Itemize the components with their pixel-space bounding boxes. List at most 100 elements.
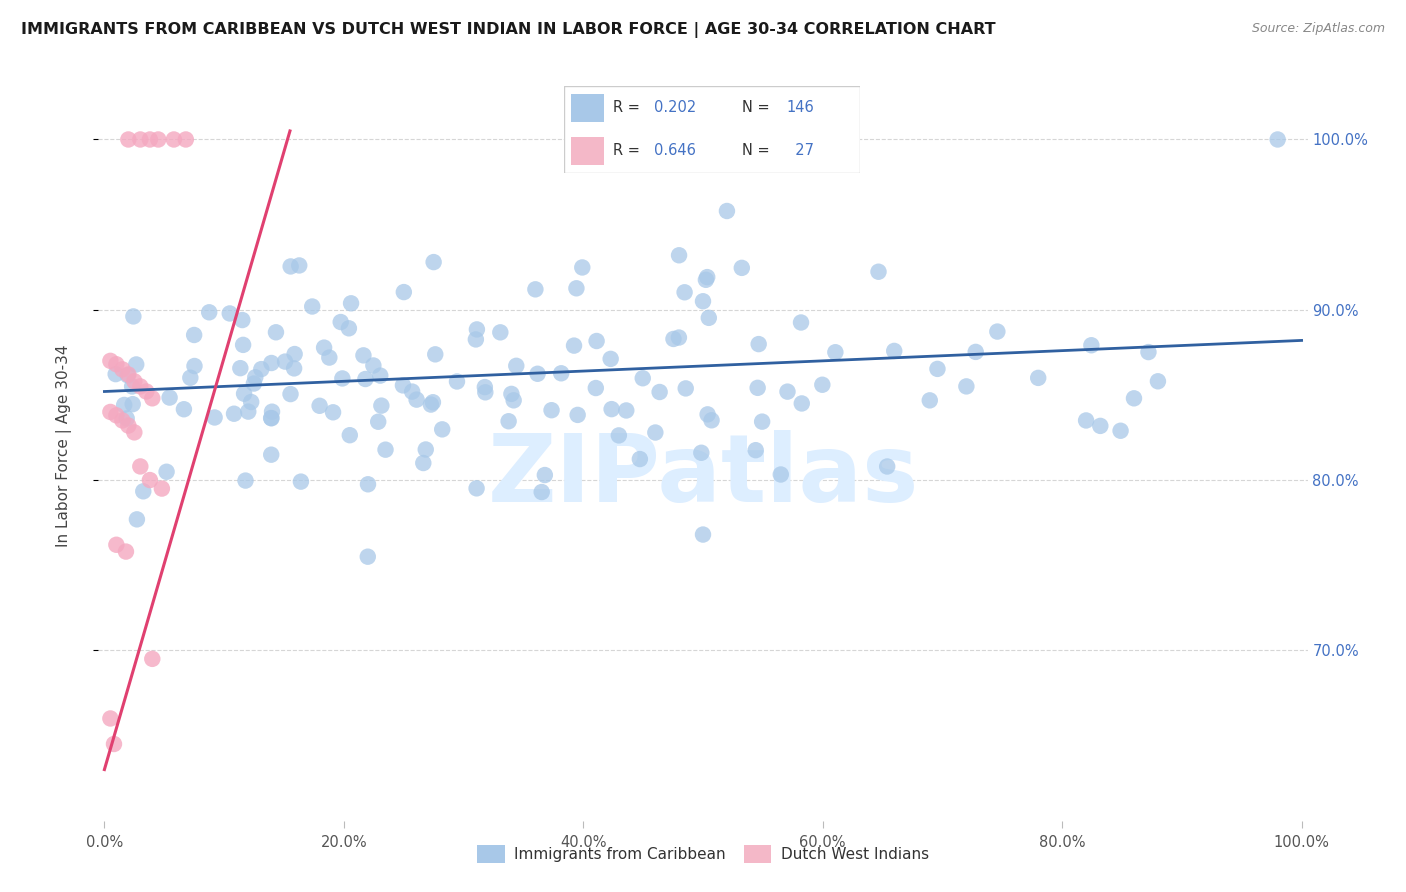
Point [112, 398, 135, 412]
Point [322, 405, 344, 419]
Point [607, 428, 630, 442]
Text: IMMIGRANTS FROM CARIBBEAN VS DUTCH WEST INDIAN IN LABOR FORCE | AGE 30-34 CORREL: IMMIGRANTS FROM CARIBBEAN VS DUTCH WEST … [21, 22, 995, 38]
Point [876, 459, 898, 474]
Point [117, 132, 139, 146]
Point [111, 362, 134, 376]
Point [524, 282, 547, 296]
Point [530, 485, 553, 500]
Point [567, 408, 589, 422]
Point [534, 468, 557, 483]
Point [103, 737, 125, 751]
Point [425, 347, 447, 361]
Point [1074, 413, 1097, 427]
Point [179, 370, 201, 384]
Point [498, 414, 520, 428]
Point [111, 413, 134, 427]
Point [811, 377, 834, 392]
Point [464, 333, 486, 347]
Point [340, 296, 363, 310]
Point [790, 396, 813, 410]
Point [117, 368, 139, 383]
Point [628, 452, 651, 467]
Point [283, 361, 305, 376]
Point [260, 411, 283, 425]
Point [332, 371, 354, 385]
Point [415, 442, 437, 457]
Point [235, 474, 257, 488]
Point [868, 265, 890, 279]
Point [748, 337, 770, 351]
Point [150, 482, 173, 496]
Point [422, 255, 444, 269]
Point [367, 415, 389, 429]
Point [218, 306, 240, 320]
Point [599, 351, 621, 366]
Point [432, 422, 454, 436]
Point [927, 362, 949, 376]
Point [662, 332, 685, 346]
Point [250, 362, 273, 376]
Point [700, 413, 723, 427]
Point [155, 465, 177, 479]
Point [204, 410, 226, 425]
Point [690, 446, 713, 460]
Point [288, 259, 311, 273]
Point [1080, 338, 1102, 352]
Point [129, 459, 152, 474]
Point [769, 467, 792, 482]
Point [790, 316, 813, 330]
Point [245, 370, 267, 384]
Point [405, 392, 427, 407]
Point [260, 356, 283, 370]
Point [139, 132, 162, 146]
Point [232, 338, 254, 352]
Point [370, 399, 392, 413]
Point [1109, 424, 1132, 438]
Point [280, 260, 302, 274]
Point [183, 328, 205, 343]
Point [502, 393, 524, 408]
Point [260, 405, 283, 419]
Point [174, 132, 197, 146]
Point [824, 345, 846, 359]
Point [274, 354, 297, 368]
Point [163, 132, 186, 146]
Point [562, 338, 585, 352]
Point [744, 443, 766, 458]
Point [1123, 392, 1146, 406]
Point [668, 248, 690, 262]
Point [550, 366, 572, 380]
Point [401, 384, 423, 399]
Point [121, 379, 143, 393]
Point [125, 512, 148, 526]
Point [776, 384, 799, 399]
Point [105, 409, 128, 423]
Point [644, 425, 666, 440]
Point [716, 204, 738, 219]
Point [132, 484, 155, 499]
Point [697, 310, 720, 325]
Legend: Immigrants from Caribbean, Dutch West Indians: Immigrants from Caribbean, Dutch West In… [471, 839, 935, 869]
Point [955, 379, 977, 393]
Point [173, 402, 195, 417]
Point [696, 270, 718, 285]
Point [392, 285, 415, 299]
Point [614, 403, 637, 417]
Point [115, 544, 138, 558]
Point [284, 347, 307, 361]
Point [489, 326, 512, 340]
Point [129, 132, 152, 146]
Point [747, 381, 769, 395]
Point [337, 321, 360, 335]
Point [240, 395, 263, 409]
Point [965, 345, 987, 359]
Point [104, 367, 127, 381]
Point [159, 391, 181, 405]
Point [238, 404, 260, 418]
Point [243, 376, 266, 391]
Point [695, 273, 717, 287]
Point [446, 375, 468, 389]
Point [290, 475, 312, 489]
Point [314, 341, 336, 355]
Point [585, 334, 607, 348]
